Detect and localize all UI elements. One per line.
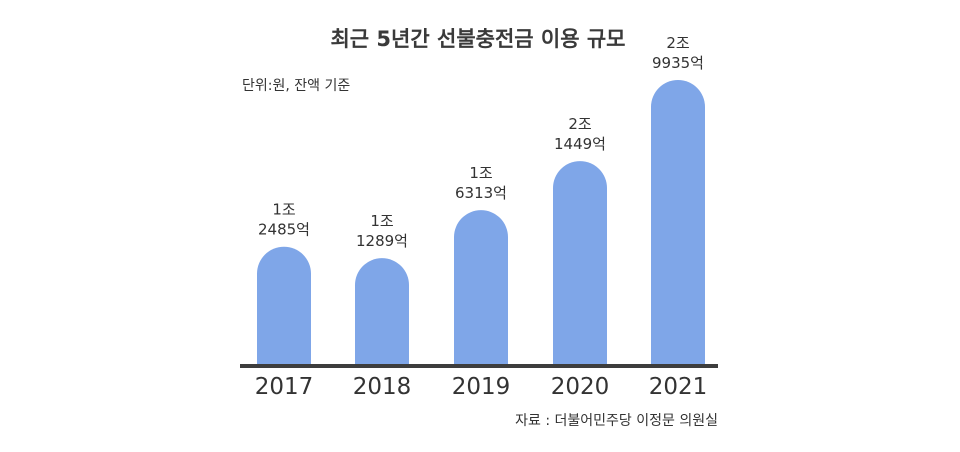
data-label-2019-line2: 6313억 — [455, 184, 507, 202]
bars-group: 1조 2485억 1조 1289억 1조 6313억 2조 1449억 2조 9935억 — [257, 34, 705, 366]
source-note: 자료 : 더불어민주당 이정문 의원실 — [515, 413, 718, 429]
bar-2018 — [355, 258, 409, 366]
x-tick-2017: 2017 — [255, 374, 314, 400]
bar-2019 — [454, 210, 508, 366]
data-label-2018-line2: 1289억 — [356, 232, 408, 250]
data-label-2021-line1: 2조 — [666, 34, 690, 52]
data-label-2017-line1: 1조 — [272, 201, 296, 219]
x-axis-ticks: 2017 2018 2019 2020 2021 — [255, 374, 708, 400]
bar-2021 — [651, 80, 705, 366]
data-label-2017-line2: 2485억 — [258, 221, 310, 239]
unit-note: 단위:원, 잔액 기준 — [242, 78, 350, 94]
x-tick-2020: 2020 — [551, 374, 610, 400]
bar-2017 — [257, 246, 311, 366]
data-label-2020-line1: 2조 — [568, 115, 592, 133]
bar-2020 — [553, 161, 607, 366]
x-tick-2021: 2021 — [649, 374, 708, 400]
x-tick-2018: 2018 — [353, 374, 412, 400]
data-label-2021-line2: 9935억 — [652, 54, 704, 72]
data-label-2020-line2: 1449억 — [554, 135, 606, 153]
data-label-2018-line1: 1조 — [370, 212, 394, 230]
x-tick-2019: 2019 — [452, 374, 511, 400]
chart-title: 최근 5년간 선불충전금 이용 규모 — [330, 27, 625, 51]
data-label-2019-line1: 1조 — [469, 164, 493, 182]
